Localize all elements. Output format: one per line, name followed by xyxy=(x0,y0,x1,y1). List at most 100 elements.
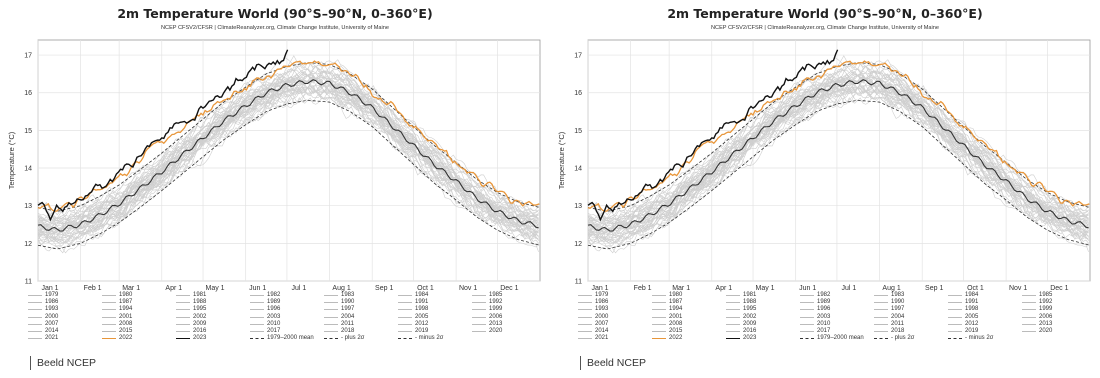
legend-item: 2006 xyxy=(1022,314,1052,321)
legend-label: 1998 xyxy=(965,306,979,313)
legend-swatch xyxy=(176,295,190,296)
x-tick-label: Apr 1 xyxy=(165,285,182,292)
chart-legend: 1979 1980 1981 1982 1983 1984 1985 1986 1987 1988… xyxy=(578,292,1098,348)
x-tick-label: Oct 1 xyxy=(967,285,984,292)
y-tick-label: 12 xyxy=(574,241,582,248)
legend-item: 2006 xyxy=(472,314,502,321)
legend-swatch xyxy=(324,338,338,340)
legend-label: 2017 xyxy=(267,328,281,334)
legend-swatch xyxy=(176,331,190,332)
y-tick-label: 17 xyxy=(574,53,582,60)
legend-swatch xyxy=(652,338,666,340)
legend-swatch xyxy=(726,316,740,318)
legend-item: 1987 xyxy=(652,299,682,306)
legend-item: 1992 xyxy=(1022,299,1052,306)
legend-label: 2022 xyxy=(119,335,133,342)
legend-item: - plus 2σ xyxy=(324,335,364,342)
legend-label: 1996 xyxy=(817,306,831,313)
year-2023-line xyxy=(587,49,839,222)
legend-item: 2003 xyxy=(250,314,280,321)
legend-item: 1985 xyxy=(1022,292,1052,299)
legend-swatch xyxy=(102,309,116,311)
plot-area xyxy=(37,39,541,282)
legend-item: 1992 xyxy=(472,299,502,306)
legend-swatch xyxy=(652,316,666,318)
legend-item: 1980 xyxy=(102,292,132,299)
x-tick-label: Jan 1 xyxy=(41,285,58,292)
legend-swatch xyxy=(28,316,42,318)
legend-label: 1997 xyxy=(891,306,905,313)
legend-swatch xyxy=(800,309,814,311)
legend-item: 2015 xyxy=(102,328,132,335)
y-tick-label: 12 xyxy=(24,241,32,248)
legend-swatch xyxy=(948,331,962,332)
year-line xyxy=(37,76,539,239)
year-line xyxy=(587,72,1089,235)
legend-item: 2002 xyxy=(176,314,206,321)
legend-item: 1983 xyxy=(874,292,904,299)
legend-item: 1994 xyxy=(652,306,682,313)
legend-swatch xyxy=(578,302,592,304)
legend-item: 1990 xyxy=(324,299,354,306)
year-2022-line xyxy=(37,60,540,212)
legend-swatch xyxy=(800,323,814,325)
legend-label: 2016 xyxy=(743,328,757,334)
legend-label: 1991 xyxy=(965,299,979,306)
legend-item: 2021 xyxy=(578,335,608,342)
legend-item: 2016 xyxy=(726,328,756,335)
plot-area xyxy=(587,39,1091,282)
legend-label: 1999 xyxy=(489,306,503,313)
legend-swatch xyxy=(250,309,264,311)
legend-swatch xyxy=(578,323,592,325)
legend-swatch xyxy=(652,331,666,332)
legend-label: 1982 xyxy=(267,292,281,298)
legend-swatch xyxy=(874,309,888,311)
past-years-group xyxy=(37,55,539,254)
legend-label: 2003 xyxy=(267,313,281,320)
legend-item: 2012 xyxy=(948,321,978,328)
legend-label: 1992 xyxy=(1039,299,1053,306)
legend-label: 1990 xyxy=(341,299,355,306)
chart-title: 2m Temperature World (90°S–90°N, 0–360°E… xyxy=(667,6,983,21)
year-2023-line xyxy=(37,49,289,222)
chart-panel-left: 2m Temperature World (90°S–90°N, 0–360°E… xyxy=(7,6,541,370)
legend-label: 1999 xyxy=(1039,306,1053,313)
legend-swatch xyxy=(398,316,412,318)
legend-swatch xyxy=(948,295,962,296)
legend-label: 1993 xyxy=(45,306,59,313)
legend-item: 2018 xyxy=(874,328,904,335)
legend-swatch xyxy=(800,331,814,332)
legend-label: 1998 xyxy=(415,306,429,313)
x-tick-label: Jan 1 xyxy=(591,285,608,292)
image-credit: Beeld NCEP xyxy=(580,356,646,370)
legend-item: 2009 xyxy=(176,321,206,328)
legend-item: - minus 2σ xyxy=(948,335,993,342)
legend-swatch xyxy=(726,323,740,325)
legend-label: 1982 xyxy=(817,292,831,298)
year-line xyxy=(587,85,1089,241)
legend-label: 2004 xyxy=(341,313,355,320)
image-credit: Beeld NCEP xyxy=(30,356,96,370)
legend-item: 2023 xyxy=(176,335,206,342)
x-tick-label: Dec 1 xyxy=(500,285,518,292)
legend-swatch xyxy=(28,309,42,311)
y-axis-label: Temperature (°C) xyxy=(557,131,566,189)
legend-label: 1991 xyxy=(415,299,429,306)
legend-swatch xyxy=(398,331,412,332)
legend-label: 2009 xyxy=(743,320,757,327)
legend-label: 2007 xyxy=(595,320,609,327)
x-tick-label: Mar 1 xyxy=(672,285,690,292)
legend-label: 1990 xyxy=(891,299,905,306)
legend-item: 2017 xyxy=(250,328,280,335)
legend-item: 2020 xyxy=(1022,328,1052,335)
legend-swatch xyxy=(398,338,412,340)
legend-item: 2018 xyxy=(324,328,354,335)
legend-item: 2019 xyxy=(398,328,428,335)
legend-swatch xyxy=(250,331,264,332)
legend-swatch xyxy=(176,302,190,304)
legend-item: 2004 xyxy=(324,314,354,321)
legend-label: 2023 xyxy=(743,335,757,342)
legend-label: 1992 xyxy=(489,299,503,306)
legend-swatch xyxy=(1022,323,1036,325)
legend-label: 2018 xyxy=(341,328,355,334)
